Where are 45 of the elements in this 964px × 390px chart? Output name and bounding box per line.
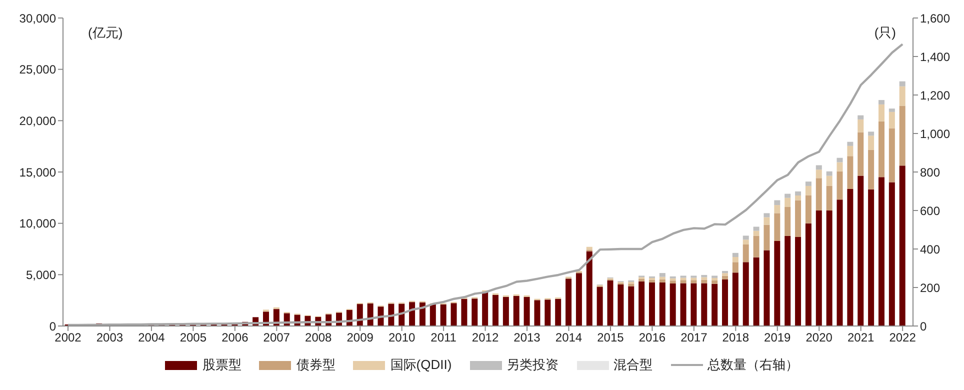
y2-tick-label: 400 bbox=[920, 242, 940, 256]
y-tick-label: 10,000 bbox=[19, 216, 56, 231]
y-tick-label: 15,000 bbox=[19, 165, 56, 180]
x-tick-label: 2017 bbox=[680, 330, 708, 345]
x-tick-label: 2020 bbox=[806, 330, 833, 345]
x-tick-label: 2018 bbox=[722, 330, 750, 345]
y2-tick-label: 800 bbox=[920, 165, 940, 180]
y-axis-title: (亿元) bbox=[88, 24, 123, 42]
x-tick-label: 2019 bbox=[764, 330, 792, 345]
y-tick-label: 5,000 bbox=[26, 268, 56, 282]
x-tick-label: 2012 bbox=[472, 330, 499, 345]
legend-label: 另类投资 bbox=[506, 356, 559, 374]
y2-tick-label: 0 bbox=[920, 319, 927, 334]
y-tick-label: 20,000 bbox=[19, 114, 56, 128]
x-tick-label: 2014 bbox=[555, 330, 582, 345]
x-tick-label: 2022 bbox=[889, 330, 916, 345]
y-tick-label: 0 bbox=[49, 319, 56, 334]
x-tick-label: 2007 bbox=[263, 330, 290, 345]
x-tick-label: 2008 bbox=[305, 330, 332, 345]
y2-tick-label: 600 bbox=[920, 204, 940, 218]
x-tick-label: 2021 bbox=[847, 330, 875, 345]
y-tick-label: 30,000 bbox=[19, 11, 56, 26]
x-tick-label: 2010 bbox=[388, 330, 416, 345]
x-tick-label: 2004 bbox=[138, 330, 166, 345]
legend-label: 总数量（右轴） bbox=[708, 356, 799, 374]
y2-tick-label: 200 bbox=[920, 280, 940, 295]
y-tick-label: 25,000 bbox=[19, 62, 56, 77]
x-tick-label: 2006 bbox=[222, 330, 249, 345]
x-tick-label: 2016 bbox=[638, 330, 666, 345]
y2-tick-label: 1,200 bbox=[920, 88, 950, 102]
y2-tick-label: 1,000 bbox=[920, 126, 950, 141]
x-tick-label: 2005 bbox=[180, 330, 207, 345]
x-tick-label: 2013 bbox=[514, 330, 541, 345]
x-tick-label: 2003 bbox=[96, 330, 124, 345]
legend-label: 债券型 bbox=[296, 356, 336, 374]
legend-label: 国际(QDII) bbox=[390, 356, 452, 374]
x-tick-label: 2011 bbox=[430, 330, 457, 345]
y2-axis-title: (只) bbox=[874, 24, 896, 42]
x-tick-label: 2015 bbox=[597, 330, 624, 345]
x-tick-label: 2002 bbox=[54, 330, 82, 345]
legend-label: 股票型 bbox=[202, 356, 242, 374]
y2-tick-label: 1,600 bbox=[920, 11, 950, 26]
x-tick-label: 2009 bbox=[346, 330, 374, 345]
legend-label: 混合型 bbox=[614, 356, 653, 374]
y2-tick-label: 1,400 bbox=[920, 50, 950, 64]
